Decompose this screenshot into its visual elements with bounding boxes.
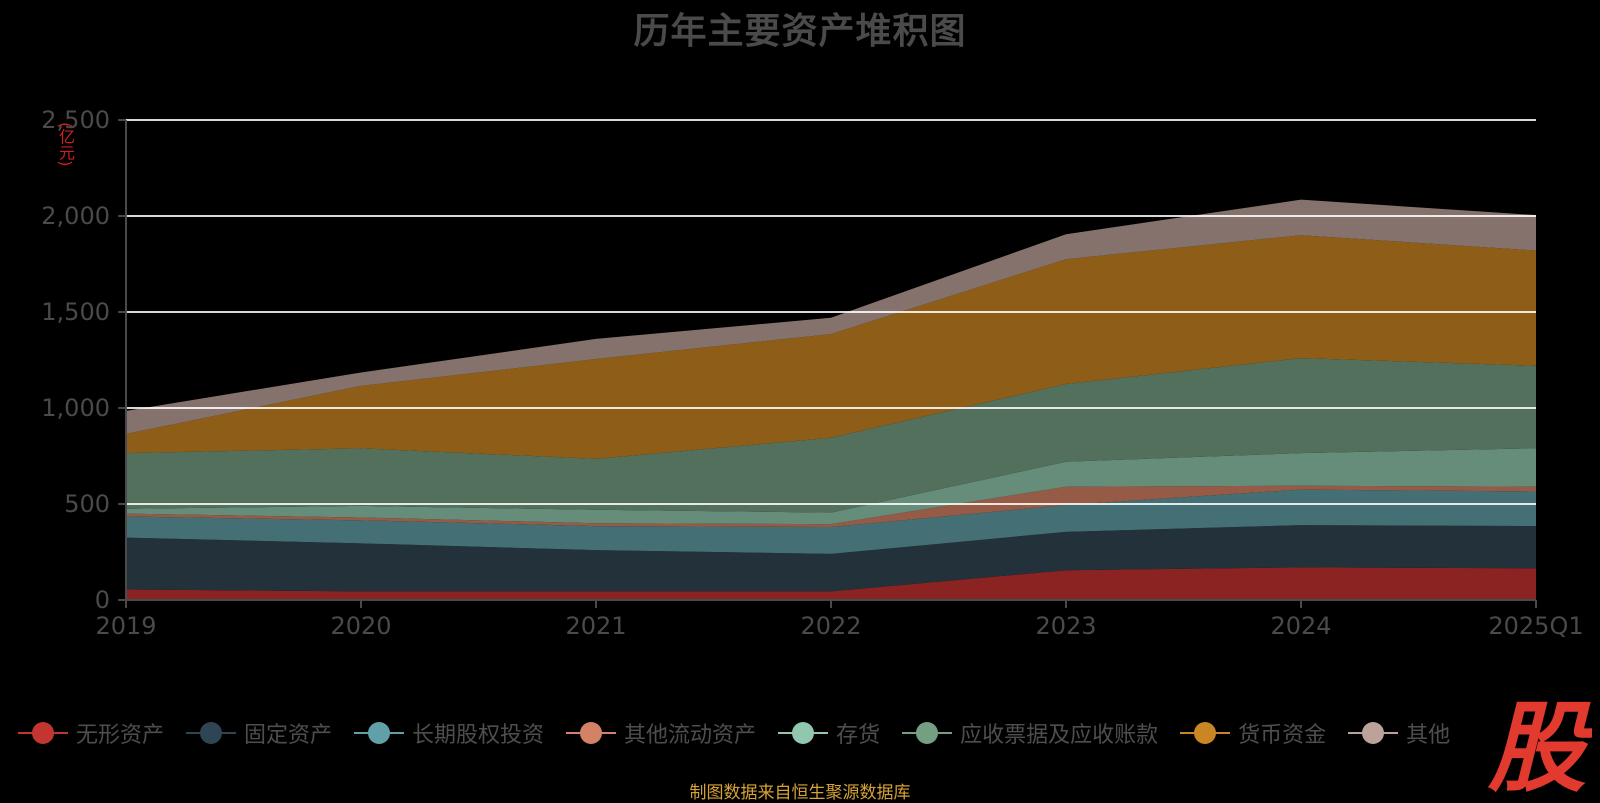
area-series-3 [126,489,1536,554]
x-tick-label: 2022 [800,612,861,640]
legend-marker [18,721,68,745]
y-tick-label: 1,500 [41,298,110,326]
stacked-area-chart: 0 500 1,000 1,500 2,000 2,500 2019 2020 2021 2022… [41,106,1583,640]
x-tick-label: 2021 [565,612,626,640]
legend-marker [902,721,953,745]
svg-text:股: 股 [1487,692,1592,798]
legend-marker [566,721,617,745]
legend-marker [1348,721,1399,745]
legend-label: 长期股权投资 [412,723,545,748]
area-series-1 [126,567,1536,600]
legend-marker [186,721,237,745]
grid-lines [126,119,1536,505]
y-tick-label: 0 [95,586,110,614]
area-series-5 [126,448,1536,525]
y-tick-label: 1,000 [41,394,110,422]
area-layers [126,199,1536,600]
legend-label: 固定资产 [244,723,333,748]
data-source-footer: 制图数据来自恒生聚源数据库 [689,783,911,803]
legend-item[interactable]: 应收票据及应收账款 [902,717,1158,749]
legend-label: 其他 [1406,723,1451,748]
legend-label: 存货 [836,723,881,748]
legend-item[interactable]: 无形资产 [18,717,164,749]
legend-item[interactable]: 存货 [778,717,880,749]
legend-label: 无形资产 [76,723,165,748]
x-tick-label: 2023 [1035,612,1096,640]
legend-item[interactable]: 长期股权投资 [354,717,544,749]
legend-item[interactable]: 其他流动资产 [566,717,756,749]
x-tick-label: 2020 [330,612,391,640]
area-series-7 [126,235,1536,459]
legend-label: 应收票据及应收账款 [960,723,1159,748]
legend: 无形资产 固定资产 长期股权投资 其他流动资产 存货 应收票据及应收账款 货币资… [18,716,1472,750]
y-tick-label: 2,000 [41,202,110,230]
legend-label: 货币资金 [1238,723,1327,748]
y-axis-unit-label: (亿元) [56,122,75,167]
legend-item[interactable]: 其他 [1348,717,1450,749]
legend-item[interactable]: 货币资金 [1180,717,1326,749]
legend-marker [354,721,405,745]
legend-item[interactable]: 固定资产 [186,717,332,749]
chart-title: 历年主要资产堆积图 [633,11,967,52]
area-series-6 [126,358,1536,513]
legend-marker [778,721,829,745]
area-series-8 [126,199,1536,434]
area-series-4 [126,485,1536,528]
x-tick-label: 2019 [95,612,156,640]
area-series-2 [126,525,1536,592]
tick-labels: 0 500 1,000 1,500 2,000 2,500 2019 2020 2021 2022… [41,106,1583,640]
legend-label: 其他流动资产 [624,723,757,748]
axes [118,119,1537,608]
y-tick-label: 2,500 [41,106,110,134]
brand-logo: 股 [1487,692,1592,798]
y-tick-label: 500 [64,490,110,518]
x-tick-label: 2025Q1 [1488,612,1583,640]
x-tick-label: 2024 [1270,612,1331,640]
legend-marker [1180,721,1231,745]
